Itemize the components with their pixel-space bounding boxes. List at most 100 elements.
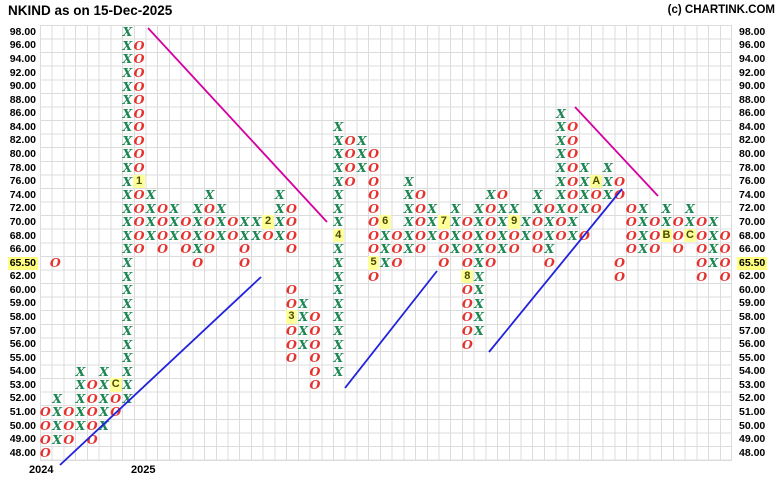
o-box: O (203, 227, 215, 243)
o-box: O (508, 241, 520, 257)
x-box: X (579, 160, 590, 175)
x-box: X (333, 268, 344, 284)
o-box: O (133, 78, 145, 94)
x-box: X (122, 227, 133, 243)
o-box: O (485, 241, 497, 257)
x-box: X (122, 24, 133, 40)
x-box: X (122, 322, 133, 338)
price-label-left: 90.00 (9, 80, 36, 93)
o-box: O (567, 160, 579, 175)
x-box: X (532, 200, 543, 216)
o-box: O (614, 173, 626, 189)
price-label-right: 74.00 (739, 188, 766, 201)
x-box: X (603, 160, 613, 175)
o-box: O (461, 336, 473, 352)
price-label-right: 50.00 (739, 419, 766, 432)
x-box: X (556, 173, 566, 189)
o-box: O (532, 227, 544, 243)
o-box: O (567, 146, 579, 162)
x-box: X (474, 241, 484, 257)
x-box: X (122, 350, 133, 366)
x-box: X (474, 227, 484, 243)
x-box: X (661, 214, 672, 230)
year-label-2025: 2025 (131, 464, 156, 476)
price-label-right: 70.00 (739, 215, 766, 228)
o-box: O (625, 241, 637, 257)
price-label-left: 78.00 (9, 161, 36, 174)
o-box: O (133, 132, 145, 148)
o-box: O (696, 268, 708, 284)
o-box: O (309, 322, 321, 338)
price-label-right: 56.00 (739, 338, 766, 351)
x-box: X (638, 214, 648, 230)
x-box: X (427, 227, 437, 243)
price-label-left: 84.00 (9, 120, 36, 133)
price-label-left: 58.00 (9, 310, 36, 323)
o-box: O (133, 146, 145, 162)
x-box: X (52, 390, 62, 406)
o-box: O (39, 418, 51, 434)
price-label-left: 76.00 (9, 175, 36, 188)
o-box: O (309, 377, 321, 393)
x-box: X (333, 119, 344, 135)
o-box: O (262, 227, 274, 243)
month-marker-4: 4 (332, 228, 345, 243)
price-label-right: 55.00 (739, 351, 766, 364)
o-box: O (461, 309, 473, 325)
price-label-right: 88.00 (739, 93, 766, 106)
o-box: O (696, 241, 708, 257)
x-box: X (403, 187, 414, 203)
price-label-right: 80.00 (739, 148, 766, 161)
month-marker-C: C (684, 228, 696, 243)
o-box: O (625, 214, 637, 230)
x-box: X (239, 214, 250, 230)
o-box: O (309, 309, 321, 325)
o-box: O (567, 200, 579, 216)
price-label-right: 54.00 (739, 365, 766, 378)
o-box: O (485, 227, 497, 243)
x-box: X (356, 132, 367, 148)
o-box: O (461, 255, 473, 271)
x-box: X (333, 214, 344, 230)
price-label-left: 82.00 (9, 134, 36, 147)
x-box: X (122, 132, 133, 148)
price-label-left: 56.00 (9, 338, 36, 351)
o-box: O (133, 37, 145, 53)
x-box: X (52, 404, 62, 420)
x-box: X (298, 295, 309, 311)
x-box: X (274, 214, 285, 230)
o-box: O (368, 227, 379, 243)
x-box: X (122, 241, 133, 257)
price-label-right: 65.50 (737, 256, 768, 270)
o-box: O (719, 255, 731, 271)
x-box: X (298, 309, 309, 325)
o-box: O (133, 227, 145, 243)
x-box: X (603, 187, 613, 203)
o-box: O (532, 214, 544, 230)
o-box: O (86, 431, 98, 447)
o-box: O (180, 214, 192, 230)
x-box: X (638, 200, 648, 216)
x-box: X (169, 200, 180, 216)
o-box: O (625, 227, 637, 243)
o-box: O (368, 241, 379, 257)
x-box: X (556, 200, 566, 216)
x-box: X (122, 309, 133, 325)
o-box: O (286, 200, 297, 216)
o-box: O (625, 200, 637, 216)
o-box: O (180, 241, 192, 257)
x-box: X (122, 200, 133, 216)
o-box: O (579, 227, 590, 243)
x-box: X (192, 227, 203, 243)
price-label-right: 92.00 (739, 66, 766, 79)
price-label-right: 84.00 (739, 120, 766, 133)
x-box: X (192, 241, 203, 257)
o-box: O (286, 322, 297, 338)
x-box: X (333, 132, 344, 148)
x-box: X (145, 227, 156, 243)
x-box: X (427, 214, 437, 230)
o-box: O (239, 241, 251, 257)
x-box: X (474, 309, 484, 325)
x-box: X (474, 255, 484, 271)
x-box: X (75, 363, 86, 379)
